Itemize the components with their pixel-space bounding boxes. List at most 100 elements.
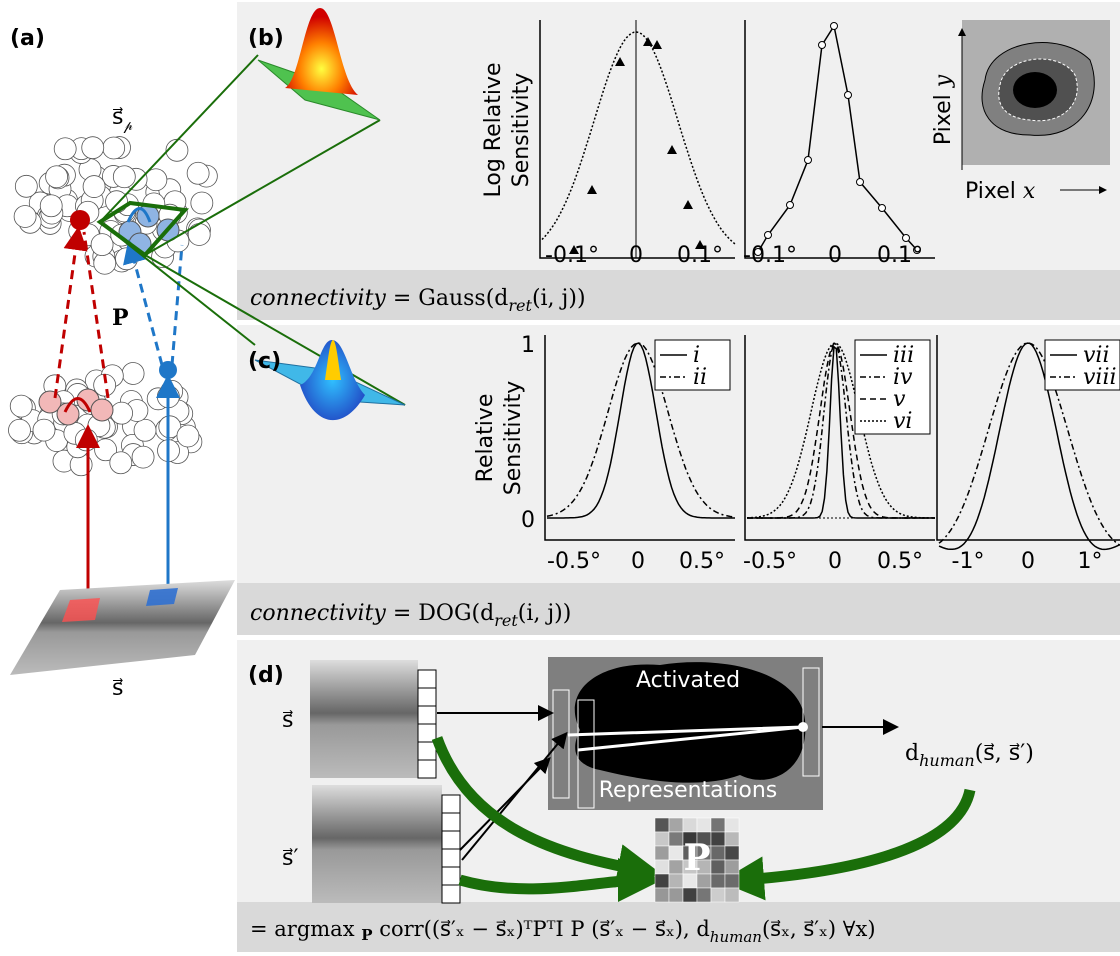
matrix-cell [654,845,670,861]
layer-label: s⃗𝓅 [112,105,133,134]
matrix-cell [696,887,712,903]
dashed-arrow [82,231,110,399]
formula-band [237,902,1120,952]
triangle [652,40,662,49]
neuron [131,445,155,469]
matrix-cell [668,817,684,833]
matrix-cell [724,859,740,875]
axis [936,335,1120,541]
legend-label: v [893,387,906,412]
projection-line [99,54,259,223]
marker [844,91,852,99]
legend-label: vii [1083,343,1110,368]
x-tick-label: 0 [1021,549,1035,574]
curve [938,342,1120,546]
neuron [165,138,189,162]
arrow [126,207,152,223]
green-arrow [720,788,976,901]
x-tick-label: -0.5° [547,549,601,574]
axis [544,335,735,541]
arrow [63,397,92,413]
formula: connectivity = Gauss(dret(i, j)) [250,286,586,315]
triangle [683,200,693,209]
marker [830,22,838,30]
neuron [82,175,106,198]
decorations [8,8,1120,904]
neuron [187,223,211,246]
y-tick-label: 1 [521,333,535,358]
neuron [14,174,38,198]
green-arrow [431,736,662,888]
panel-label: (b) [248,26,284,51]
matrix-cell [724,831,740,847]
neuron [8,418,31,442]
neuron [112,165,136,189]
red-neuron [70,210,90,230]
marker [856,178,864,186]
matrix-cell [654,873,670,889]
image-label: s⃗ [112,676,123,701]
matrix-cell [710,817,726,833]
matrix-cell [682,887,698,903]
neuron [190,191,214,215]
receptive-field [96,200,190,258]
x-tick-label: -0.1° [743,243,797,268]
curve [746,342,935,519]
neuron [13,205,37,228]
marker [902,234,910,242]
neuron [9,394,33,418]
neuron [45,165,69,189]
patch [146,588,178,606]
green-arrow [458,858,662,903]
projection-line [99,221,256,346]
matrix-cell [724,845,740,861]
matrix-cell [682,817,698,833]
photo [310,660,418,778]
dashed-arrow [53,226,88,399]
x-tick-label: 0.1° [877,243,923,268]
matrix-cell [668,873,684,889]
marker [804,156,812,164]
matrix-cell [654,831,670,847]
neuron [39,194,63,218]
matrix-cell [668,831,684,847]
axis [744,335,935,541]
matrix-cell [654,817,670,833]
x-tick-label: 1° [1078,549,1103,574]
marker [878,204,886,212]
panel-label: (c) [248,349,281,374]
axis [539,20,735,259]
marker [913,246,921,254]
matrix-cell [654,859,670,875]
x-tick-label: 0 [828,243,842,268]
projection-label: P [112,305,129,331]
matrix-cell [654,887,670,903]
formula-band [237,583,1120,635]
input-image [10,580,235,675]
red-neuron [56,402,80,426]
matrix-cell [724,817,740,833]
y-axis-label: Relative [473,394,498,483]
matrix-cell [710,887,726,903]
neuron [158,415,182,439]
pixel-x-label: Pixel x [965,179,1036,204]
x-tick-label: -1° [952,549,985,574]
neuron [53,137,77,161]
neuron [90,233,114,257]
image-label: s⃗ [282,708,293,733]
x-tick-label: 0.5° [679,549,725,574]
neuron [93,373,117,397]
patch [62,598,100,622]
marker [818,41,826,49]
neuron [110,401,133,425]
neuron [32,418,56,442]
legend-label: iii [893,343,914,368]
marker [754,248,762,256]
neuron [81,136,105,160]
axis [744,20,935,259]
neuron [102,136,126,160]
x-tick-label: 0 [629,243,643,268]
dog-peak [325,340,341,380]
neuron [186,161,210,185]
